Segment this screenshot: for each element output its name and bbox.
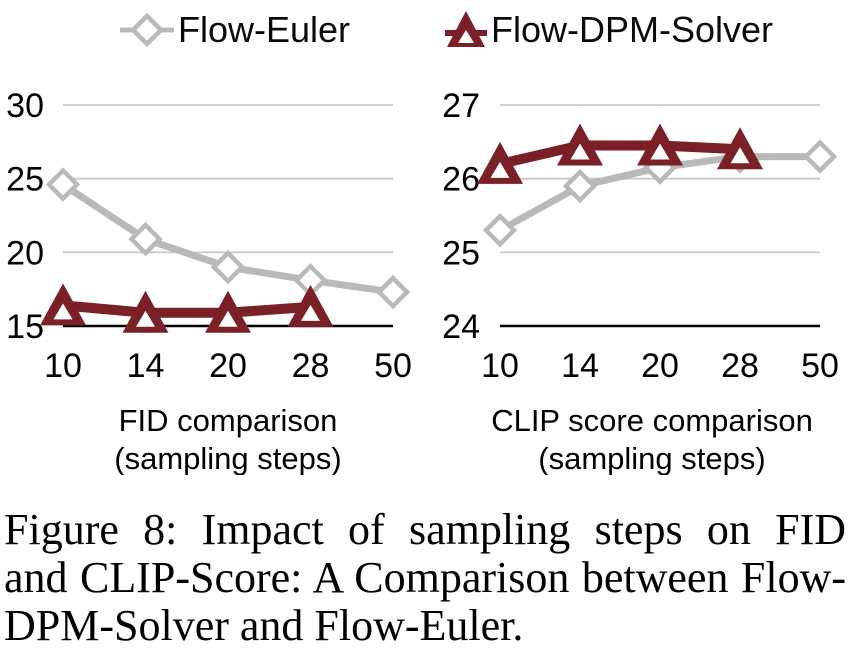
x-tick-label: 50 bbox=[801, 347, 839, 385]
diamond-glyph bbox=[129, 12, 165, 48]
triangle-glyph bbox=[447, 11, 485, 47]
x-tick-label: 28 bbox=[292, 347, 330, 385]
x-tick-label: 20 bbox=[209, 347, 247, 385]
triangle-marker-hole bbox=[136, 310, 155, 327]
y-tick-label: 27 bbox=[442, 87, 480, 125]
diamond-marker bbox=[128, 221, 163, 257]
triangle-marker-hole bbox=[218, 310, 238, 327]
diamond-marker bbox=[802, 139, 838, 174]
triangle-glyph-hole bbox=[458, 30, 474, 43]
legend-item-flow-dpm-solver: Flow-DPM-Solver bbox=[445, 6, 773, 54]
x-tick-label: 14 bbox=[561, 347, 599, 385]
caption-line-3: DPM-Solver and Flow-Euler. bbox=[4, 601, 524, 650]
x-tick-label: 50 bbox=[374, 347, 412, 385]
fid-chart-subtitle: (sampling steps) bbox=[114, 441, 341, 475]
diamond-marker-icon bbox=[120, 12, 174, 48]
diamond-marker bbox=[562, 168, 598, 204]
diamond-marker bbox=[482, 213, 518, 248]
fid-chart-plot: 15 20 25 30 10 14 20 28 50 bbox=[6, 87, 412, 385]
y-tick-label: 26 bbox=[442, 161, 480, 199]
x-tick-label: 20 bbox=[641, 347, 679, 385]
legend-item-flow-euler: Flow-Euler bbox=[120, 6, 350, 54]
y-tick-label: 30 bbox=[6, 87, 44, 125]
triangle-marker-icon bbox=[445, 11, 487, 47]
y-tick-label: 15 bbox=[6, 308, 44, 346]
triangle-marker-hole bbox=[650, 143, 670, 160]
triangle-marker-hole bbox=[53, 303, 73, 320]
clip-chart-title: CLIP score comparison bbox=[491, 403, 813, 438]
fid-chart: 15 20 25 30 10 14 20 28 50 FID comparison (sampl… bbox=[6, 87, 412, 475]
legend-label-flow-euler: Flow-Euler bbox=[178, 9, 351, 50]
diamond-marker bbox=[210, 249, 246, 285]
y-tick-label: 20 bbox=[6, 234, 44, 272]
figure-caption: Figure 8: Impact of sampling steps on FI… bbox=[4, 506, 846, 650]
caption-line-2: and CLIP-Score: A Comparison between Flo… bbox=[4, 553, 846, 602]
clip-chart-plot: 24 25 26 27 10 14 20 28 50 bbox=[442, 87, 839, 385]
diamond-marker bbox=[45, 167, 81, 202]
diamond-marker bbox=[375, 274, 411, 310]
y-tick-label: 24 bbox=[442, 308, 480, 346]
x-tick-label: 10 bbox=[44, 347, 82, 385]
clip-chart: 24 25 26 27 10 14 20 28 50 CLIP score comparison… bbox=[442, 87, 839, 475]
x-tick-label: 28 bbox=[721, 347, 759, 385]
triangle-marker-hole bbox=[301, 304, 320, 321]
x-tick-label: 14 bbox=[127, 347, 165, 385]
series-line bbox=[498, 140, 741, 169]
y-tick-label: 25 bbox=[442, 234, 480, 272]
triangle-marker-hole bbox=[490, 161, 510, 178]
series-line bbox=[62, 300, 311, 318]
clip-chart-subtitle: (sampling steps) bbox=[538, 441, 765, 475]
y-tick-label: 25 bbox=[6, 161, 44, 199]
legend-label-flow-dpm-solver: Flow-DPM-Solver bbox=[491, 9, 774, 50]
fid-chart-title: FID comparison bbox=[119, 403, 338, 438]
triangle-marker-hole bbox=[730, 147, 750, 164]
caption-line-1: Figure 8: Impact of sampling steps on FI… bbox=[4, 505, 846, 554]
triangle-marker-hole bbox=[570, 143, 590, 160]
x-tick-label: 10 bbox=[481, 347, 519, 385]
